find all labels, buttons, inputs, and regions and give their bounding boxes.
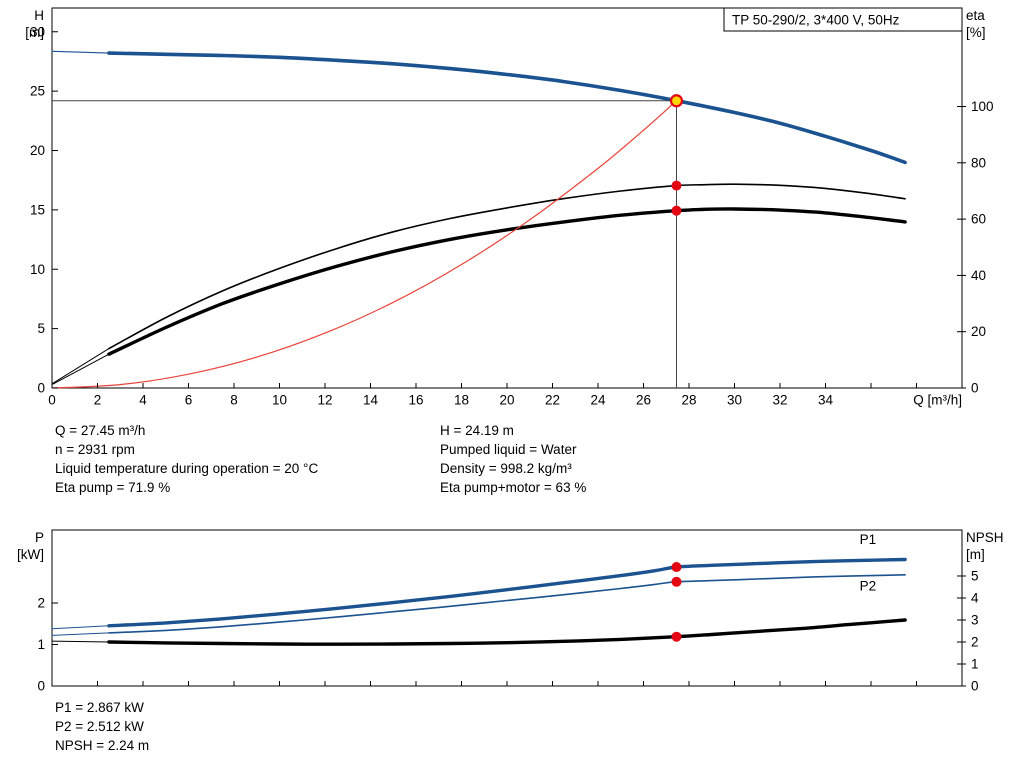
info-line-density: Density = 998.2 kg/m³ [440, 461, 572, 476]
y-right-axis-title: [m] [966, 547, 985, 562]
y-left-axis-title: [kW] [17, 547, 44, 562]
plot-frame [51, 7, 963, 389]
x-tick-label: 10 [272, 393, 287, 408]
x-tick-label: 28 [681, 393, 696, 408]
y-left-tick-label: 2 [37, 596, 45, 611]
y-left-tick-label: 5 [37, 321, 45, 336]
info-line-eta-pump-motor: Eta pump+motor = 63 % [440, 480, 587, 495]
x-tick-label: 32 [772, 393, 787, 408]
p2-curve [108, 574, 906, 634]
x-tick-label: 20 [499, 393, 514, 408]
x-tick-label: 34 [818, 393, 834, 408]
y-left-axis-title: [m] [25, 25, 44, 40]
operating-point-dot [671, 576, 682, 587]
x-tick-label: 2 [94, 393, 102, 408]
system-curve [51, 100, 678, 389]
operating-point-dot [671, 180, 682, 191]
eta-pump-motor-lead [51, 353, 110, 386]
y-right-tick-label: 1 [971, 656, 979, 671]
duty-info-right-column: H = 24.19 m Pumped liquid = Water Densit… [440, 421, 586, 497]
y-left-tick-label: 10 [30, 262, 45, 277]
series-label-p1: P1 [860, 532, 877, 547]
x-tick-label: 26 [636, 393, 651, 408]
eta-pump-motor-curve [107, 207, 907, 356]
info-line-speed: n = 2931 rpm [55, 442, 135, 457]
y-left-tick-label: 1 [37, 637, 45, 652]
info-line-npsh: NPSH = 2.24 m [55, 738, 150, 753]
npsh-curve [107, 618, 907, 646]
y-right-tick-label: 20 [971, 324, 986, 339]
series-label-p2: P2 [860, 579, 877, 594]
x-axis-title: Q [m³/h] [913, 393, 962, 408]
y-right-tick-label: 0 [971, 381, 979, 396]
y-left-tick-label: 30 [30, 24, 45, 39]
x-tick-label: 22 [545, 393, 560, 408]
power-info-column: P1 = 2.867 kW P2 = 2.512 kW NPSH = 2.24 … [55, 698, 149, 755]
y-left-tick-label: 25 [30, 84, 45, 99]
p1-curve-lead [51, 625, 110, 630]
operating-point-dot [671, 205, 682, 216]
duty-info-left-column: Q = 27.45 m³/h n = 2931 rpm Liquid tempe… [55, 421, 318, 497]
pump-type-label: TP 50-290/2, 3*400 V, 50Hz [732, 13, 900, 28]
x-tick-label: 14 [363, 393, 379, 408]
pump-curve [107, 51, 907, 165]
x-tick-label: 12 [317, 393, 332, 408]
x-tick-label: 30 [727, 393, 742, 408]
y-left-tick-label: 0 [37, 381, 45, 396]
x-tick-label: 0 [48, 393, 56, 408]
info-line-p1: P1 = 2.867 kW [55, 700, 144, 715]
info-line-head: H = 24.19 m [440, 423, 514, 438]
eta-pump-curve [108, 183, 906, 350]
plot-frame [51, 529, 963, 687]
x-tick-label: 16 [408, 393, 423, 408]
x-tick-label: 24 [590, 393, 606, 408]
info-line-liquid: Pumped liquid = Water [440, 442, 577, 457]
y-right-tick-label: 100 [971, 99, 994, 114]
y-right-tick-label: 40 [971, 268, 986, 283]
duty-point-marker[interactable] [669, 94, 684, 108]
info-line-eta-pump: Eta pump = 71.9 % [55, 480, 171, 495]
npsh-curve-lead [51, 640, 110, 643]
y-left-axis-title: H [34, 8, 44, 23]
pump-curve-lead [51, 50, 110, 54]
eta-pump-lead [51, 348, 110, 385]
p2-curve-lead [51, 632, 110, 636]
y-right-tick-label: 3 [971, 612, 979, 627]
info-line-flow: Q = 27.45 m³/h [55, 423, 146, 438]
info-line-temperature: Liquid temperature during operation = 20… [55, 461, 319, 476]
y-right-axis-title: [%] [966, 25, 986, 40]
x-tick-label: 6 [185, 393, 193, 408]
operating-point-dot [671, 631, 682, 642]
y-left-tick-label: 0 [37, 679, 45, 694]
y-right-tick-label: 4 [971, 590, 979, 605]
y-right-tick-label: 60 [971, 212, 986, 227]
x-tick-label: 8 [230, 393, 238, 408]
y-right-axis-title: eta [966, 8, 985, 23]
p1-curve [107, 557, 907, 628]
info-line-p2: P2 = 2.512 kW [55, 719, 144, 734]
y-left-axis-title: P [35, 530, 44, 545]
operating-point-dot [671, 562, 682, 573]
x-tick-label: 4 [139, 393, 147, 408]
y-right-tick-label: 5 [971, 568, 979, 583]
y-left-tick-label: 15 [30, 202, 45, 217]
x-tick-label: 18 [454, 393, 469, 408]
y-right-tick-label: 80 [971, 155, 986, 170]
y-left-tick-label: 20 [30, 143, 45, 158]
y-right-axis-title: NPSH [966, 530, 1004, 545]
y-right-tick-label: 2 [971, 634, 979, 649]
y-right-tick-label: 0 [971, 679, 979, 694]
pump-type-box [723, 7, 963, 32]
